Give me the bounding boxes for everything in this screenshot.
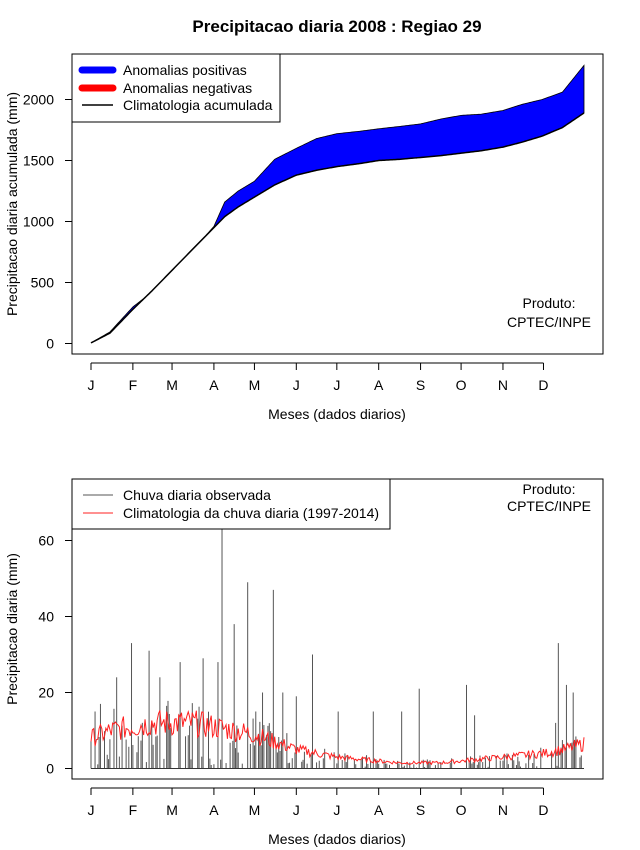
x-tick-label: O bbox=[456, 802, 467, 818]
product-label-line1: Produto: bbox=[523, 295, 576, 311]
legend-box bbox=[71, 478, 391, 530]
x-tick-label: A bbox=[209, 377, 219, 393]
legend: Anomalias positivas Anomalias negativas … bbox=[71, 53, 281, 123]
x-tick-label: A bbox=[374, 377, 384, 393]
legend-label-clim-daily: Climatologia da chuva diaria (1997-2014) bbox=[123, 505, 379, 521]
y-tick-label: 2000 bbox=[23, 92, 54, 108]
y-tick-label: 1500 bbox=[23, 153, 54, 169]
legend-label-negative: Anomalias negativas bbox=[123, 80, 252, 96]
x-tick-label: M bbox=[249, 377, 261, 393]
accumulated-panel: 0 500 1000 1500 2000 J F M A M J J A S O N D Precipitac… bbox=[4, 53, 604, 422]
x-tick-label: M bbox=[249, 802, 261, 818]
x-tick-label: J bbox=[333, 377, 340, 393]
x-tick-label: O bbox=[456, 377, 467, 393]
x-tick-label: M bbox=[166, 802, 178, 818]
x-tick-label: A bbox=[209, 802, 219, 818]
x-tick-label: N bbox=[498, 802, 508, 818]
x-tick-label: S bbox=[416, 377, 425, 393]
x-tick-label: J bbox=[88, 802, 95, 818]
x-tick-label: J bbox=[293, 377, 300, 393]
y-tick-label: 1000 bbox=[23, 214, 54, 230]
y-tick-label: 0 bbox=[46, 336, 54, 352]
product-label-line2: CPTEC/INPE bbox=[507, 498, 591, 514]
x-tick-label: D bbox=[538, 377, 548, 393]
x-tick-label: N bbox=[498, 377, 508, 393]
y-axis-label: Precipitacao diaria acumulada (mm) bbox=[4, 92, 20, 316]
daily-climatology-line bbox=[90, 709, 585, 766]
y-tick-label: 0 bbox=[46, 761, 54, 777]
x-tick-label: S bbox=[416, 802, 425, 818]
x-tick-label: J bbox=[333, 802, 340, 818]
x-axis-label: Meses (dados diarios) bbox=[268, 406, 406, 422]
x-tick-label: J bbox=[88, 377, 95, 393]
product-label-line2: CPTEC/INPE bbox=[507, 314, 591, 330]
legend-label-daily: Chuva diaria observada bbox=[123, 487, 271, 503]
x-tick-label: F bbox=[129, 377, 138, 393]
y-tick-label: 20 bbox=[38, 685, 54, 701]
x-tick-label: D bbox=[538, 802, 548, 818]
legend: Chuva diaria observada Climatologia da c… bbox=[71, 478, 391, 530]
product-label-line1: Produto: bbox=[523, 481, 576, 497]
y-tick-label: 60 bbox=[38, 533, 54, 549]
y-tick-label: 500 bbox=[31, 275, 55, 291]
legend-label-positive: Anomalias positivas bbox=[123, 62, 247, 78]
x-tick-label: F bbox=[129, 802, 138, 818]
x-tick-label: A bbox=[374, 802, 384, 818]
y-axis-label: Precipitacao diaria (mm) bbox=[4, 553, 20, 705]
y-axis: 0 500 1000 1500 2000 bbox=[23, 92, 73, 352]
chart-title: Precipitacao diaria 2008 : Regiao 29 bbox=[192, 17, 481, 36]
x-tick-label: J bbox=[293, 802, 300, 818]
x-axis-label: Meses (dados diarios) bbox=[268, 831, 406, 847]
climatology-accumulated-line bbox=[90, 112, 585, 344]
y-axis: 0 20 40 60 bbox=[38, 533, 73, 777]
y-tick-label: 40 bbox=[38, 609, 54, 625]
daily-panel: 0 20 40 60 J F M A M J J A S O N D Precipitacao diaria… bbox=[4, 478, 604, 847]
x-tick-label: M bbox=[166, 377, 178, 393]
legend-label-climatology: Climatologia acumulada bbox=[123, 97, 273, 113]
